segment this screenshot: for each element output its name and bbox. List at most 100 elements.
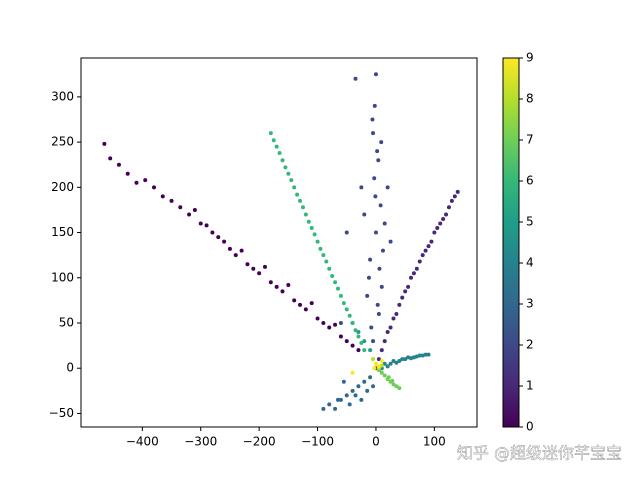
point bbox=[300, 205, 305, 210]
point bbox=[426, 244, 431, 249]
point bbox=[369, 325, 374, 330]
point bbox=[391, 382, 396, 387]
point bbox=[335, 397, 340, 402]
point bbox=[371, 384, 376, 389]
point bbox=[283, 165, 288, 170]
point bbox=[403, 289, 408, 294]
colorbar-tick-label: 2 bbox=[526, 338, 534, 352]
point bbox=[379, 370, 384, 375]
point bbox=[192, 207, 197, 212]
point bbox=[333, 322, 338, 327]
point bbox=[169, 198, 174, 203]
point bbox=[409, 275, 413, 280]
point bbox=[321, 253, 326, 258]
point bbox=[327, 325, 332, 330]
point bbox=[321, 406, 326, 411]
point bbox=[429, 239, 434, 244]
point bbox=[385, 330, 390, 335]
point bbox=[321, 320, 326, 325]
point bbox=[327, 402, 332, 407]
point bbox=[271, 138, 276, 143]
point bbox=[341, 301, 346, 306]
point bbox=[152, 185, 157, 190]
point bbox=[198, 221, 203, 226]
point bbox=[315, 316, 320, 321]
point bbox=[292, 185, 297, 190]
point bbox=[379, 284, 384, 289]
point bbox=[108, 156, 113, 161]
point bbox=[373, 72, 378, 77]
point bbox=[432, 230, 437, 235]
point bbox=[338, 334, 343, 339]
point bbox=[327, 266, 332, 271]
point bbox=[373, 361, 378, 366]
y-tick-label: 250 bbox=[51, 135, 74, 149]
point bbox=[385, 364, 390, 369]
watermark: 知乎 @超级迷你芊宝宝 bbox=[457, 444, 622, 463]
colorbar-tick-label: 3 bbox=[526, 297, 534, 311]
point bbox=[375, 302, 380, 307]
point bbox=[414, 266, 419, 271]
point bbox=[359, 340, 364, 345]
x-tick-label: 0 bbox=[372, 435, 380, 449]
point bbox=[400, 357, 405, 362]
x-tick-label: −100 bbox=[301, 435, 334, 449]
point bbox=[233, 253, 238, 258]
point bbox=[134, 180, 139, 185]
point bbox=[368, 375, 373, 380]
point bbox=[376, 311, 381, 316]
point bbox=[365, 388, 370, 393]
point bbox=[420, 253, 425, 258]
colorbar-tick-label: 7 bbox=[526, 133, 534, 147]
point bbox=[394, 360, 399, 365]
colorbar-tick-label: 5 bbox=[526, 215, 534, 229]
point bbox=[289, 178, 294, 183]
point bbox=[227, 246, 232, 251]
point bbox=[370, 117, 375, 122]
point bbox=[375, 149, 380, 154]
point bbox=[372, 366, 377, 371]
point bbox=[277, 150, 282, 155]
point bbox=[379, 358, 384, 363]
point bbox=[391, 358, 396, 363]
point bbox=[435, 226, 440, 231]
point bbox=[125, 171, 130, 176]
point bbox=[350, 320, 355, 325]
point bbox=[366, 275, 371, 280]
point bbox=[335, 286, 340, 291]
plot-frame bbox=[80, 57, 478, 428]
point bbox=[394, 311, 399, 316]
point bbox=[382, 221, 387, 226]
point bbox=[257, 271, 262, 276]
point bbox=[411, 271, 416, 276]
point bbox=[417, 353, 422, 358]
point bbox=[353, 76, 358, 81]
point bbox=[292, 298, 297, 303]
point bbox=[394, 384, 399, 389]
point bbox=[204, 223, 209, 228]
point bbox=[397, 302, 402, 307]
point bbox=[376, 357, 381, 362]
point bbox=[347, 313, 352, 318]
point bbox=[178, 205, 183, 210]
colorbar-tick-label: 6 bbox=[526, 174, 534, 188]
point bbox=[426, 352, 431, 357]
point bbox=[210, 230, 215, 235]
colorbar-tick-label: 0 bbox=[526, 420, 534, 434]
point bbox=[298, 198, 303, 203]
point bbox=[350, 343, 355, 348]
point bbox=[380, 248, 385, 253]
point bbox=[280, 158, 285, 163]
point bbox=[400, 295, 405, 300]
colorbar-tick-label: 1 bbox=[526, 379, 534, 393]
point bbox=[344, 230, 349, 235]
point bbox=[312, 232, 317, 237]
point bbox=[143, 178, 148, 183]
point bbox=[309, 226, 314, 231]
point bbox=[303, 212, 308, 217]
point bbox=[372, 103, 377, 108]
point bbox=[391, 316, 396, 321]
point bbox=[385, 185, 390, 190]
point bbox=[262, 264, 267, 269]
